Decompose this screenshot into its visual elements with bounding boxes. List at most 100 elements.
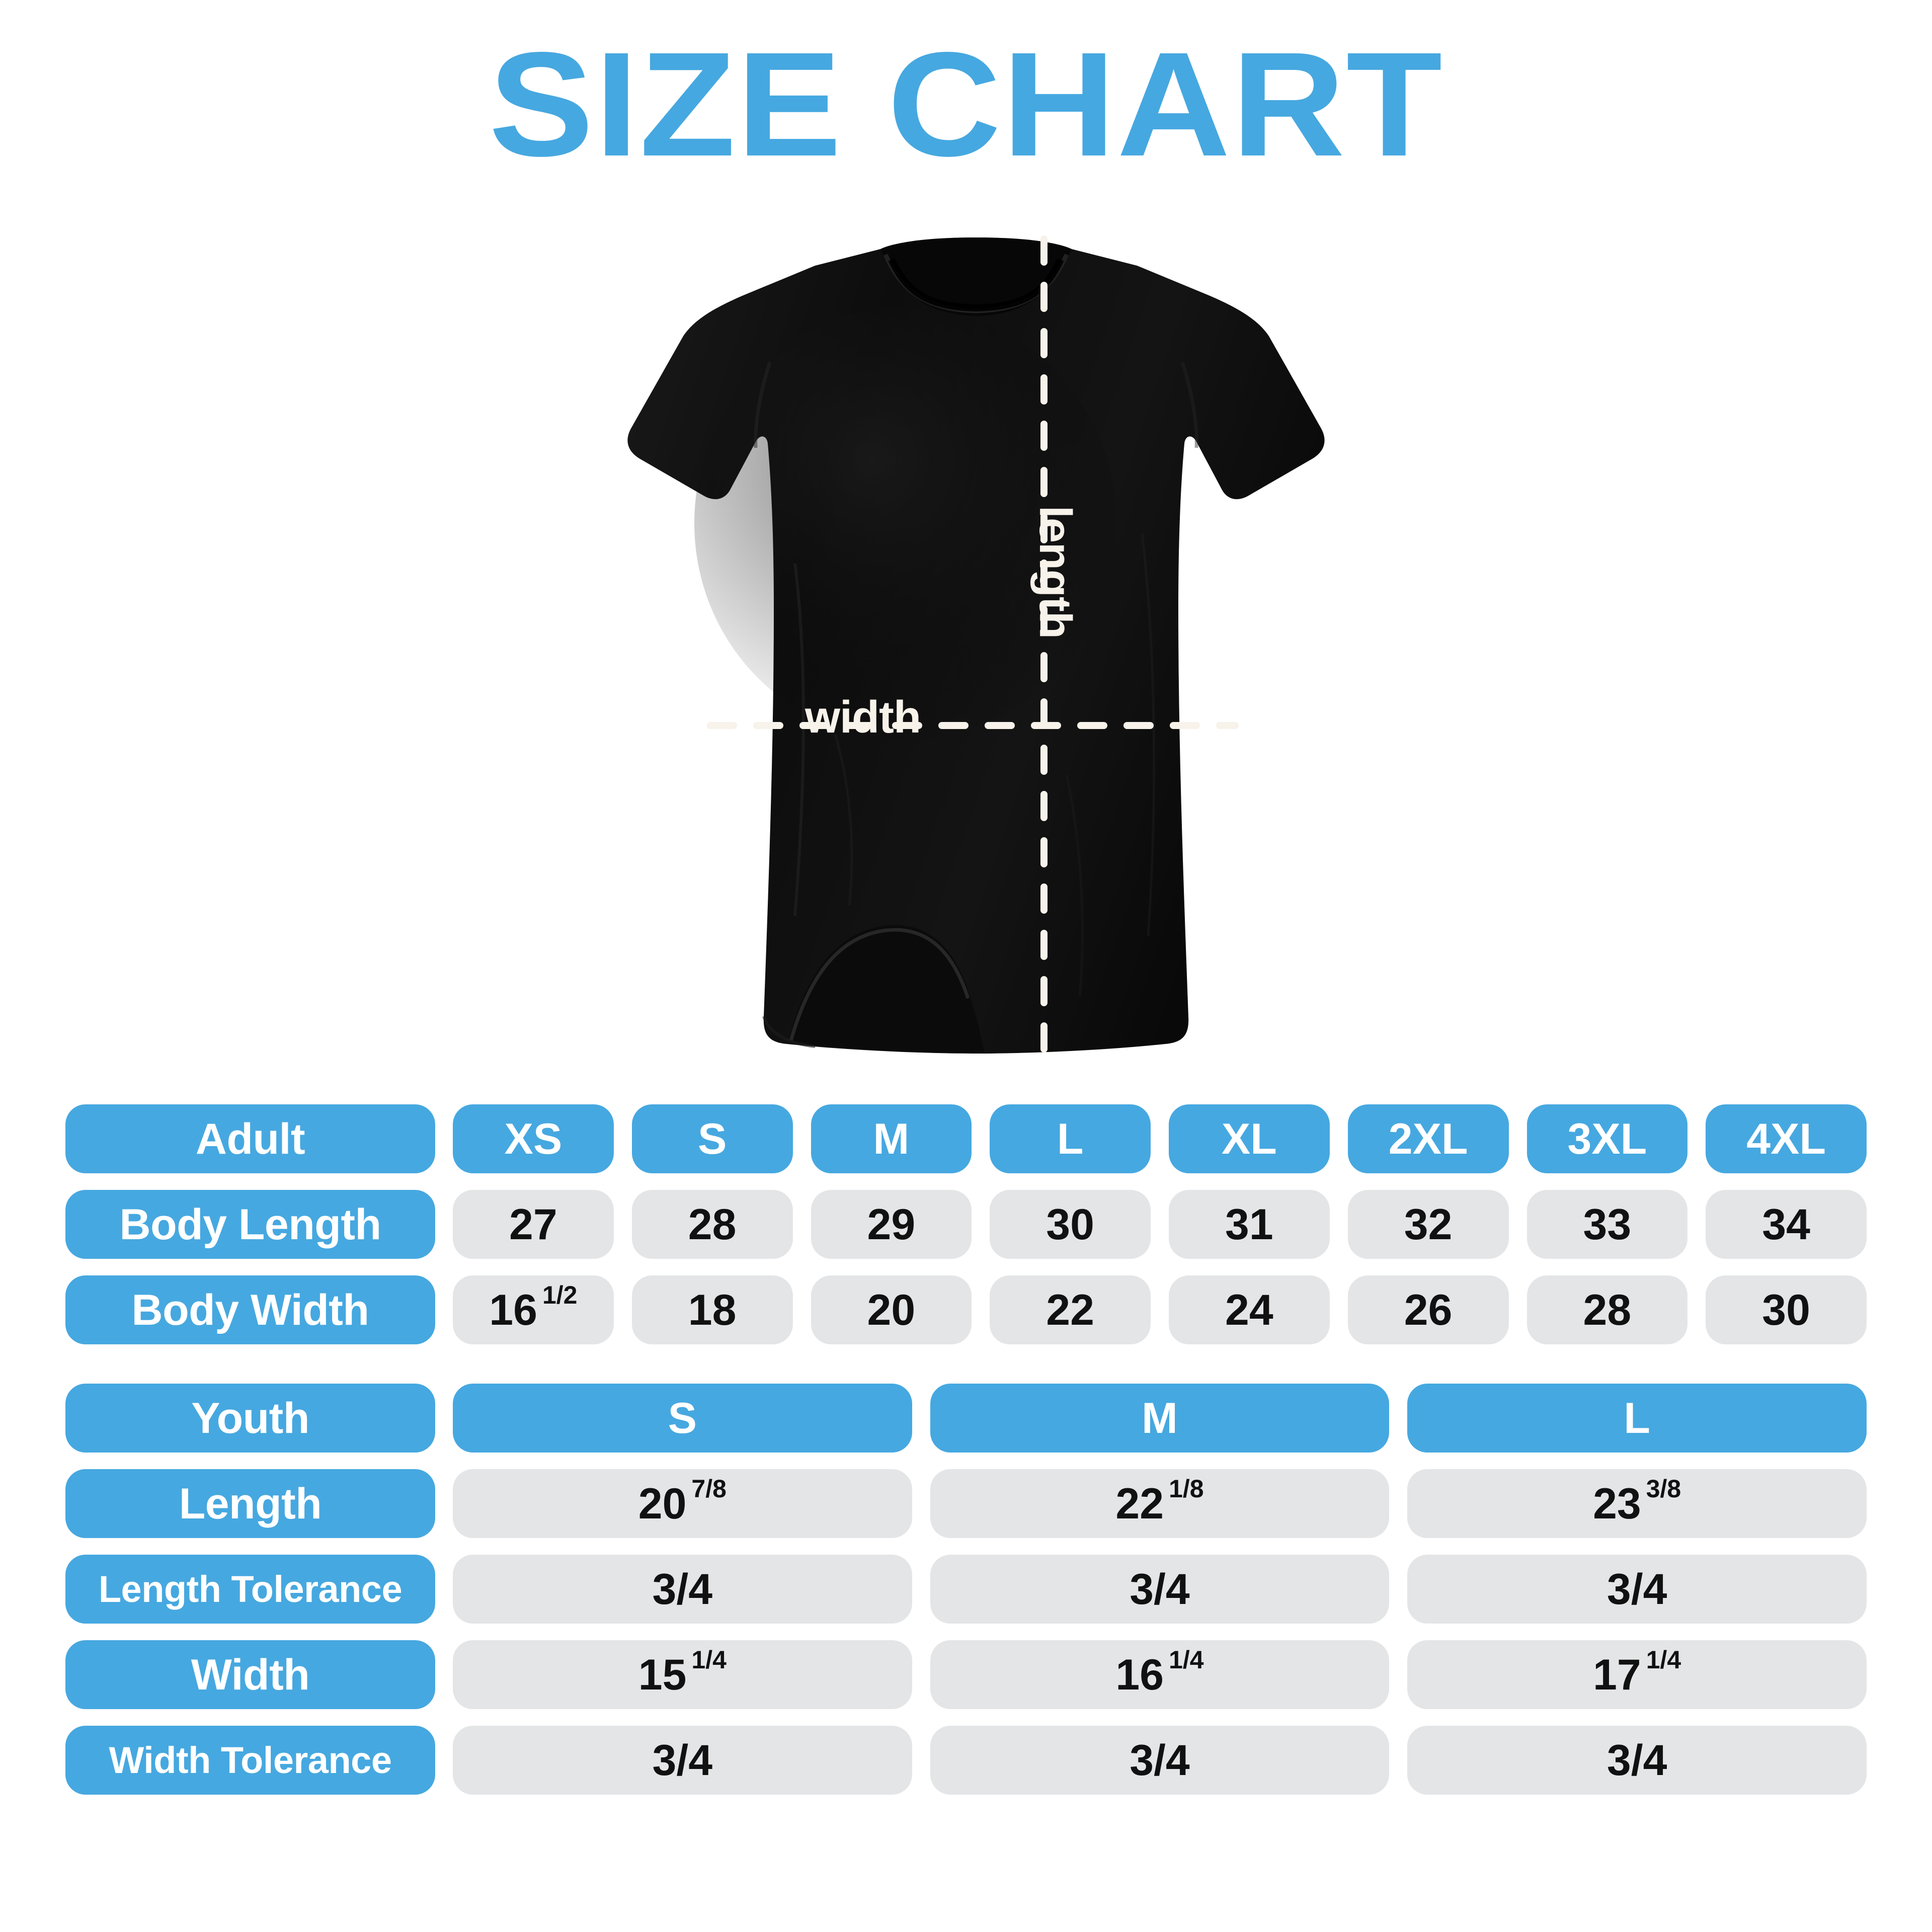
adult-column-header-s[interactable]: S [631, 1104, 793, 1173]
youth-cell-length-m: 22 1/8 [930, 1469, 1390, 1538]
youth-cell-length-tolerance-l: 3/4 [1407, 1555, 1867, 1624]
adult-column-header-xl-text: XL [1221, 1114, 1277, 1163]
adult-cell-body-length-s-text: 28 [688, 1200, 737, 1249]
shirt-right-sleeve-seam [1180, 361, 1198, 448]
adult-cell-body-length-l-text: 30 [1046, 1200, 1094, 1249]
adult-cell-body-length-3xl: 33 [1526, 1190, 1688, 1259]
youth-cell-width-tolerance-s-text: 3/4 [652, 1736, 713, 1785]
table-row: Length 20 7/8 22 1/8 23 3/8 [0, 1469, 1932, 1538]
shirt-left-sleeve-seam [754, 361, 772, 448]
shirt-hem-drape-edge [789, 928, 970, 1041]
shirt-fold-2 [834, 734, 853, 906]
adult-cell-body-width-s-text: 18 [688, 1285, 737, 1334]
youth-cell-width-l: 17 1/4 [1407, 1640, 1867, 1709]
adult-cell-body-width-2xl: 26 [1347, 1275, 1509, 1344]
adult-column-header-xs[interactable]: XS [453, 1104, 614, 1173]
youth-row-label-width-tolerance-text: Width Tolerance [109, 1739, 392, 1781]
adult-cell-body-length-xs-text: 27 [509, 1200, 557, 1249]
adult-cell-body-width-l-text: 22 [1046, 1285, 1094, 1334]
youth-row-label-width: Width [65, 1640, 435, 1709]
adult-cell-body-width-s: 18 [631, 1275, 793, 1344]
adult-column-header-l[interactable]: L [990, 1104, 1151, 1173]
adult-row-label-body-width-text: Body Width [131, 1285, 369, 1334]
adult-cell-body-width-3xl-text: 28 [1583, 1285, 1632, 1334]
adult-row-label-body-width: Body Width [65, 1275, 435, 1344]
adult-column-header-4xl[interactable]: 4XL [1706, 1104, 1867, 1173]
youth-row-label-length-text: Length [179, 1479, 322, 1528]
youth-column-header-s[interactable]: S [453, 1384, 912, 1453]
adult-column-header-m[interactable]: M [811, 1104, 972, 1173]
youth-cell-length-l-fraction: 3/8 [1646, 1474, 1681, 1503]
table-row: Width 15 1/4 16 1/4 17 1/4 [0, 1640, 1932, 1709]
youth-column-header-m[interactable]: M [930, 1384, 1390, 1453]
youth-cell-length-s-fraction: 7/8 [691, 1474, 727, 1503]
adult-cell-body-length-4xl: 34 [1706, 1190, 1867, 1259]
youth-cell-length-m-fraction: 1/8 [1169, 1474, 1204, 1503]
adult-header-row: Adult XS S M L XL 2XL 3XL 4XL [0, 1104, 1932, 1173]
adult-cell-body-length-l: 30 [990, 1190, 1151, 1259]
youth-cell-length-m-text: 22 1/8 [1115, 1474, 1204, 1528]
adult-group-label: Adult [65, 1104, 435, 1173]
shirt-fold-3 [1141, 533, 1156, 936]
adult-cell-body-width-xs-fraction: 1/2 [542, 1280, 578, 1309]
youth-cell-length-l: 23 3/8 [1407, 1469, 1867, 1538]
table-row: Body Width 16 1/2 18 20 22 24 26 28 30 [0, 1275, 1932, 1344]
shirt-hem-drape [788, 925, 984, 1053]
adult-column-header-s-text: S [697, 1114, 727, 1163]
youth-cell-width-s: 15 1/4 [453, 1640, 912, 1709]
youth-column-header-s-text: S [668, 1394, 697, 1442]
adult-column-header-3xl-text: 3XL [1567, 1114, 1647, 1163]
youth-column-header-l[interactable]: L [1407, 1384, 1867, 1453]
adult-cell-body-length-xs: 27 [453, 1190, 614, 1259]
youth-cell-width-tolerance-s: 3/4 [453, 1726, 912, 1795]
youth-cell-length-tolerance-s: 3/4 [453, 1555, 912, 1624]
adult-cell-body-length-2xl-text: 32 [1404, 1200, 1453, 1249]
adult-cell-body-length-4xl-text: 34 [1762, 1200, 1810, 1249]
youth-cell-width-tolerance-l-text: 3/4 [1606, 1736, 1667, 1785]
adult-column-header-2xl-text: 2XL [1388, 1114, 1468, 1163]
adult-column-header-l-text: L [1057, 1114, 1084, 1163]
adult-column-header-3xl[interactable]: 3XL [1526, 1104, 1688, 1173]
shirt-fold-4 [1065, 774, 1084, 997]
adult-cell-body-length-2xl: 32 [1347, 1190, 1509, 1259]
youth-cell-width-l-fraction: 1/4 [1646, 1645, 1681, 1674]
youth-cell-length-tolerance-m-text: 3/4 [1130, 1565, 1190, 1614]
length-measurement-label: length [1030, 506, 1080, 638]
youth-row-label-length: Length [65, 1469, 435, 1538]
youth-column-header-m-text: M [1142, 1394, 1178, 1442]
table-row: Body Length 27 28 29 30 31 32 33 34 [0, 1190, 1932, 1259]
adult-cell-body-length-m-text: 29 [867, 1200, 916, 1249]
youth-cell-width-l-text: 17 1/4 [1593, 1645, 1681, 1699]
youth-cell-length-tolerance-s-text: 3/4 [652, 1565, 713, 1614]
youth-cell-length-s: 20 7/8 [453, 1469, 912, 1538]
page-title: SIZE CHART [489, 21, 1443, 187]
width-measurement-label: width [805, 692, 921, 743]
page-title-container: SIZE CHART [0, 30, 1932, 179]
adult-cell-body-width-3xl: 28 [1526, 1275, 1688, 1344]
adult-cell-body-length-m: 29 [811, 1190, 972, 1259]
youth-cell-width-m: 16 1/4 [930, 1640, 1390, 1709]
adult-cell-body-width-m-text: 20 [867, 1285, 916, 1334]
adult-column-header-4xl-text: 4XL [1746, 1114, 1826, 1163]
adult-group-label-text: Adult [195, 1114, 305, 1163]
adult-cell-body-length-xl-text: 31 [1225, 1200, 1273, 1249]
youth-column-header-l-text: L [1624, 1394, 1650, 1442]
youth-group-label: Youth [65, 1384, 435, 1453]
youth-row-label-length-tolerance-text: Length Tolerance [98, 1568, 403, 1610]
youth-cell-width-tolerance-l: 3/4 [1407, 1726, 1867, 1795]
adult-column-header-xl[interactable]: XL [1169, 1104, 1330, 1173]
youth-cell-length-l-text: 23 3/8 [1593, 1474, 1681, 1528]
youth-cell-width-tolerance-m: 3/4 [930, 1726, 1390, 1795]
adult-column-header-xs-text: XS [504, 1114, 562, 1163]
youth-cell-width-m-text: 16 1/4 [1115, 1645, 1204, 1699]
adult-cell-body-width-l: 22 [990, 1275, 1151, 1344]
youth-cell-length-tolerance-m: 3/4 [930, 1555, 1390, 1624]
adult-cell-body-width-xs: 16 1/2 [453, 1275, 614, 1344]
shirt-fold-1 [793, 563, 805, 916]
adult-cell-body-length-xl: 31 [1169, 1190, 1330, 1259]
adult-cell-body-width-4xl: 30 [1706, 1275, 1867, 1344]
youth-group-label-text: Youth [191, 1394, 309, 1442]
shirt-hem-edge [762, 1016, 816, 1048]
adult-size-table: Adult XS S M L XL 2XL 3XL 4XL Body Length 27 28 29 30… [0, 1104, 1932, 1361]
adult-column-header-2xl[interactable]: 2XL [1347, 1104, 1509, 1173]
